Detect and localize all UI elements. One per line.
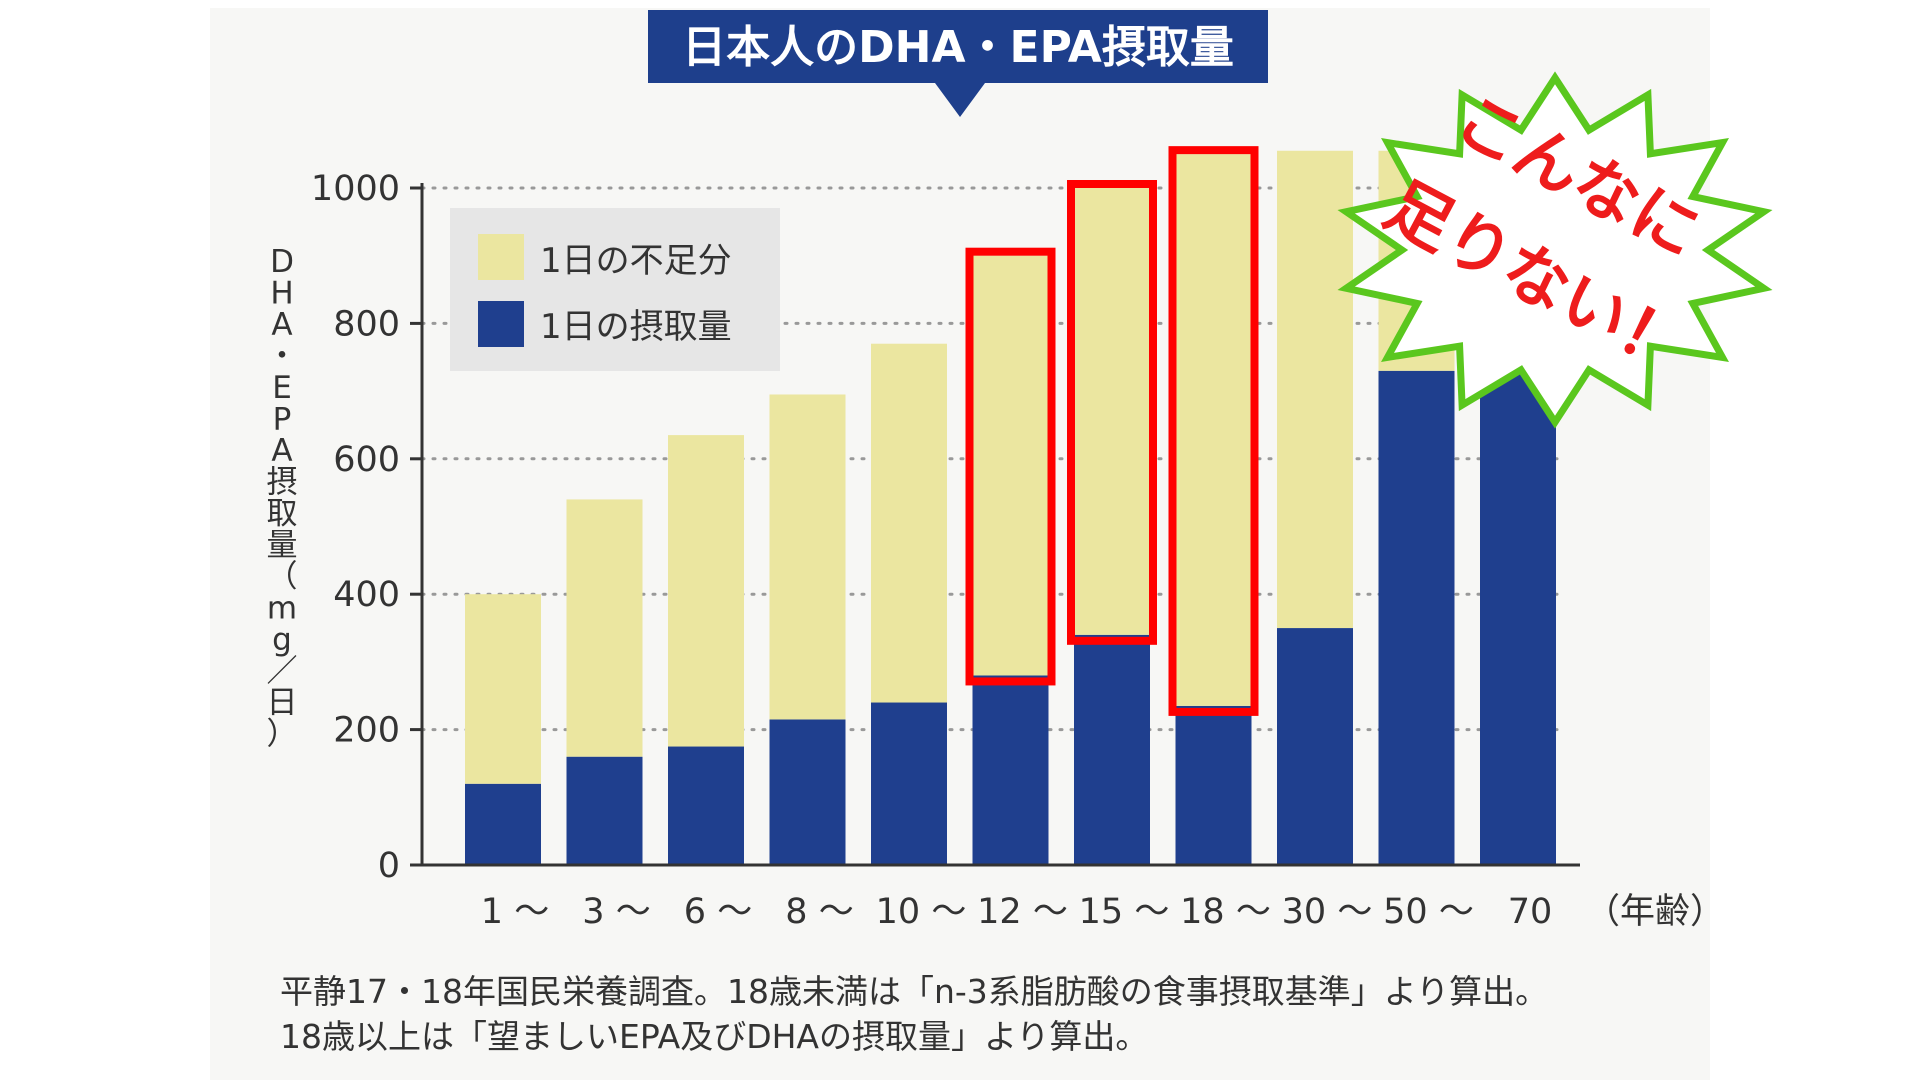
x-category-label: 15 〜 [1079, 892, 1170, 932]
y-tick-label: 800 [333, 304, 400, 344]
bar-intake [972, 675, 1049, 865]
x-category-label: 50 〜 [1383, 892, 1474, 932]
footnote-line-1: 平静17・18年国民栄養調査。18歳未満は「n-3系脂肪酸の食事摂取基準」より算… [280, 972, 1548, 1011]
highlight-box [965, 247, 1056, 686]
bar-intake [1277, 628, 1353, 865]
y-axis-label-char: g [272, 622, 292, 658]
highlight-boxes [965, 146, 1259, 716]
footnote-line-2: 18歳以上は「望ましいEPA及びDHAの摂取量」より算出。 [280, 1017, 1148, 1056]
bar-shortfall [1277, 150, 1353, 629]
chart-title-banner: 日本人のDHA・EPA摂取量 [648, 10, 1268, 117]
bar-intake [1480, 370, 1556, 865]
y-tick-label: 200 [333, 711, 400, 751]
bar-intake [566, 756, 643, 865]
chart-title: 日本人のDHA・EPA摂取量 [682, 22, 1234, 73]
y-axis-label-char: （ [267, 559, 298, 595]
highlight-box [1168, 146, 1259, 716]
y-axis-label-char: ／ [267, 654, 298, 690]
y-axis-label-char: A [271, 307, 292, 343]
bar-intake [668, 746, 744, 865]
bar-intake [1378, 370, 1455, 865]
y-tick-labels: 0 200 400 600 800 1000 [311, 169, 400, 886]
y-axis-label-char: 日 [267, 685, 298, 721]
x-category-label: 6 〜 [684, 892, 752, 932]
bar-shortfall [972, 255, 1049, 676]
bar-shortfall [1175, 154, 1252, 706]
footnote: 平静17・18年国民栄養調査。18歳未満は「n-3系脂肪酸の食事摂取基準」より算… [280, 972, 1548, 1056]
y-axis-label: DHA・EPA摂取量（mg／日） [267, 244, 298, 753]
legend-label-intake: 1日の摂取量 [540, 307, 732, 347]
y-axis-label-char: 摂 [267, 465, 298, 501]
title-banner-pointer [935, 83, 985, 117]
y-axis-label-char: A [271, 433, 292, 469]
y-axis-label-char: ・ [267, 339, 298, 375]
y-axis-label-char: D [270, 244, 294, 280]
bar-intake [1074, 634, 1150, 865]
y-tick-label: 0 [378, 846, 400, 886]
bar-shortfall [1074, 188, 1150, 635]
legend: 1日の不足分 1日の摂取量 [450, 208, 780, 371]
bar-shortfall [769, 394, 846, 720]
y-tick-label: 400 [333, 575, 400, 615]
bar-shortfall [668, 435, 744, 747]
highlight-box [1067, 180, 1157, 645]
x-category-label: 30 〜 [1282, 892, 1373, 932]
x-category-label: 10 〜 [876, 892, 967, 932]
legend-label-shortfall: 1日の不足分 [540, 241, 732, 281]
title-banner-box [648, 10, 1268, 83]
x-category-label: 70 [1508, 892, 1553, 932]
bar-intake [1175, 705, 1252, 865]
callout-burst-shape [1337, 71, 1773, 429]
x-category-label: 8 〜 [785, 892, 853, 932]
y-axis-label-char: 取 [267, 496, 298, 532]
y-axis-label-char: m [267, 591, 297, 627]
legend-swatch-shortfall [478, 234, 524, 280]
x-category-label: 12 〜 [977, 892, 1068, 932]
x-category-label: 18 〜 [1180, 892, 1271, 932]
y-axis-label-char: E [272, 370, 292, 406]
legend-swatch-intake [478, 301, 524, 347]
x-category-labels: 1 〜 3 〜 6 〜 8 〜 10 〜 12 〜 15 〜 18 〜 30 〜 50 〜 70 [481, 892, 1552, 932]
x-category-label: 3 〜 [582, 892, 650, 932]
bar-shortfall [465, 594, 541, 784]
y-tick-label: 1000 [311, 169, 400, 209]
bar-shortfall [566, 499, 643, 757]
bar-intake [871, 702, 947, 865]
y-axis-label-char: P [273, 402, 292, 438]
x-category-label: 1 〜 [481, 892, 549, 932]
y-axis-label-char: 量 [267, 528, 298, 564]
y-axis-label-char: ） [267, 717, 298, 753]
y-axis-label-char: H [270, 276, 293, 312]
axes [420, 183, 1580, 867]
bar-intake [465, 783, 541, 865]
x-axis-label: （年齢） [1585, 892, 1725, 932]
bar-shortfall [871, 343, 947, 703]
bar-intake [769, 719, 846, 865]
y-tick-label: 600 [333, 440, 400, 480]
